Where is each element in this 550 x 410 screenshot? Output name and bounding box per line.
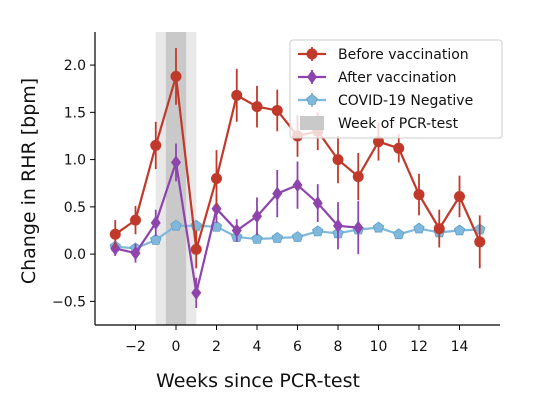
legend-marker [307, 70, 317, 84]
data-point [271, 104, 283, 116]
data-point [251, 233, 263, 244]
data-point [474, 236, 486, 248]
legend: Before vaccination After vaccination COVID… [289, 39, 503, 139]
data-point [171, 155, 181, 170]
data-point [170, 219, 182, 231]
data-point [352, 171, 364, 183]
data-point [271, 232, 283, 243]
legend-label: Week of PCR-test [338, 116, 459, 132]
y-tick-label: 2.0 [64, 58, 86, 74]
y-tick-label: 0.0 [64, 247, 86, 263]
data-point [413, 222, 425, 234]
x-tick-label: 6 [293, 339, 302, 355]
data-point [130, 214, 141, 226]
x-tick-label: 0 [172, 339, 181, 355]
legend-marker [306, 48, 318, 60]
data-point [353, 220, 364, 235]
legend-label: After vaccination [338, 70, 457, 86]
data-point [211, 201, 222, 216]
legend-marker [306, 94, 318, 105]
data-point [150, 139, 162, 151]
data-point [413, 189, 425, 201]
data-point [251, 101, 263, 113]
legend-item: COVID-19 Negative [298, 93, 473, 109]
data-point [190, 243, 202, 255]
data-point [373, 136, 384, 148]
x-tick-label: 10 [370, 339, 388, 355]
data-point [393, 228, 405, 240]
data-point [292, 178, 303, 193]
x-tick-label: 8 [334, 339, 343, 355]
x-axis-label: Weeks since PCR-test [156, 370, 360, 392]
data-point [150, 215, 161, 230]
data-point [332, 154, 344, 166]
y-tick-label: 1.0 [64, 153, 86, 169]
legend-box [289, 39, 503, 139]
data-point [211, 173, 222, 184]
y-tick-label: 1.5 [64, 105, 86, 121]
y-tick-label: −0.5 [52, 294, 86, 310]
legend-item: After vaccination [298, 70, 457, 86]
x-tick-label: 2 [212, 339, 221, 355]
data-point [312, 196, 323, 211]
y-axis-label: Change in RHR [bpm] [18, 78, 40, 284]
legend-item: Before vaccination [298, 47, 469, 63]
series-after-vaccination [110, 143, 364, 308]
data-point [231, 89, 243, 101]
data-point [393, 142, 405, 154]
legend-label: COVID-19 Negative [338, 93, 473, 109]
legend-marker [300, 116, 324, 130]
data-point [109, 228, 121, 240]
data-point [291, 231, 304, 242]
data-point [150, 233, 162, 245]
data-point [372, 221, 385, 233]
tick-labels: −2 0 2 4 6 8 10 12 14 −0.5 0.0 0.5 1.0 1.5 2.0 [52, 58, 468, 355]
x-tick-label: 4 [253, 339, 262, 355]
x-tick-label: 14 [451, 339, 469, 355]
data-point [453, 224, 466, 236]
x-tick-label: −2 [125, 339, 146, 355]
legend-item: Week of PCR-test [300, 116, 459, 132]
data-point [252, 209, 262, 224]
data-point [454, 190, 465, 202]
y-tick-label: 0.5 [64, 200, 86, 216]
data-point [272, 186, 283, 201]
legend-label: Before vaccination [338, 47, 469, 63]
data-point [231, 223, 242, 238]
data-point [130, 246, 141, 261]
x-tick-label: 12 [410, 339, 428, 355]
data-point [170, 70, 182, 82]
data-point [433, 223, 445, 235]
data-point [191, 285, 202, 300]
data-point [333, 218, 343, 233]
data-point [312, 225, 324, 237]
